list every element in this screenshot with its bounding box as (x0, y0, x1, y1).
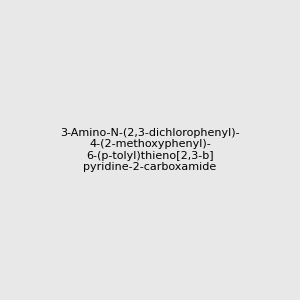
Text: 3-Amino-N-(2,3-dichlorophenyl)-
4-(2-methoxyphenyl)-
6-(p-tolyl)thieno[2,3-b]
py: 3-Amino-N-(2,3-dichlorophenyl)- 4-(2-met… (60, 128, 240, 172)
